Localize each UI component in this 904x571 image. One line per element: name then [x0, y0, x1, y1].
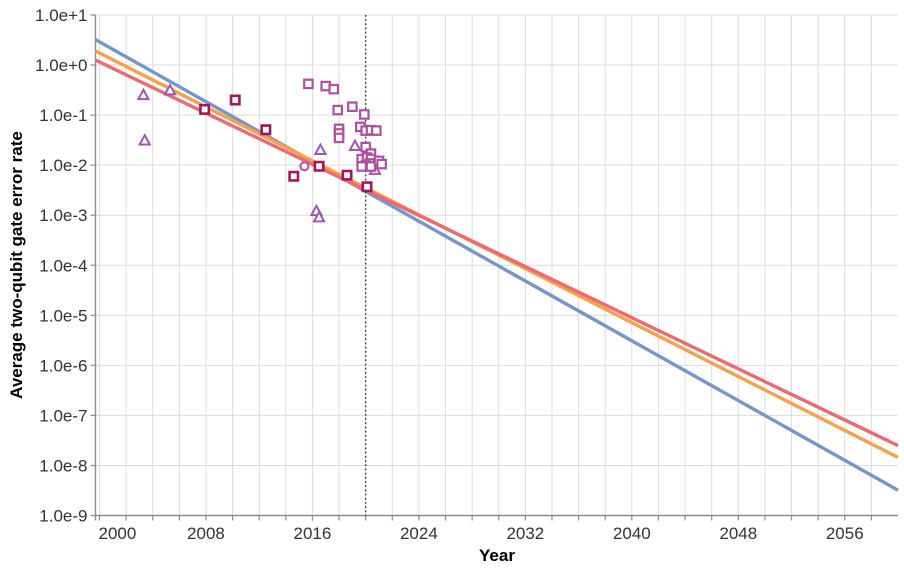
scatter-point-square-markers-dark — [313, 160, 325, 172]
y-tick-label: 1.0e-6 — [39, 356, 87, 375]
scatter-point-triangle-markers — [312, 210, 326, 223]
y-tick-label: 1.0e-5 — [39, 306, 87, 325]
scatter-point-square-markers-light — [365, 161, 377, 172]
scatter-point-square-markers-dark — [229, 94, 241, 106]
scatter-point-square-markers-dark — [199, 103, 211, 115]
y-tick-label: 1.0e-7 — [39, 406, 87, 425]
scatter-point-triangle-markers — [348, 138, 362, 152]
y-tick-label: 1.0e+0 — [35, 56, 87, 75]
scatter-point-square-markers-light — [360, 141, 371, 153]
scatter-point-square-markers-light — [347, 101, 358, 113]
y-tick-label: 1.0e-2 — [39, 156, 87, 175]
scatter-point-square-markers-light — [371, 125, 382, 136]
x-tick-label: 2008 — [187, 524, 225, 543]
scatter-point-square-markers-light — [328, 83, 340, 95]
scatter-point-triangle-markers — [136, 87, 151, 101]
trend-line-red — [94, 58, 899, 448]
scatter-point-square-markers-dark — [361, 181, 373, 193]
x-tick-label: 2056 — [826, 524, 864, 543]
scatter-point-triangle-markers — [137, 133, 152, 146]
x-tick-label: 2016 — [294, 524, 332, 543]
y-tick-label: 1.0e-1 — [39, 106, 87, 125]
x-tick-label: 2024 — [400, 524, 438, 543]
scatter-point-square-markers-light — [332, 104, 344, 116]
scatter-point-square-markers-dark — [341, 169, 353, 181]
scatter-point-square-markers-light — [356, 161, 367, 172]
scatter-point-square-markers-dark — [260, 124, 272, 136]
y-tick-label: 1.0e-8 — [39, 456, 87, 475]
scatter-point-square-markers-light — [376, 158, 387, 170]
x-tick-label: 2032 — [506, 524, 544, 543]
scatter-point-square-markers-light — [333, 132, 345, 144]
y-axis-title: Average two-qubit gate error rate — [7, 131, 26, 399]
trend-line-blue — [94, 38, 899, 492]
y-tick-label: 1.0e-9 — [39, 507, 87, 526]
x-tick-label: 2048 — [719, 524, 757, 543]
scatter-point-triangle-markers — [313, 142, 328, 155]
scatter-point-square-markers-dark — [288, 170, 300, 182]
scatter-point-circle-markers — [299, 161, 310, 172]
scatter-point-square-markers-light — [359, 109, 370, 120]
x-axis-title: Year — [479, 546, 515, 565]
scatter-point-square-markers-light — [303, 78, 314, 90]
y-tick-label: 1.0e-4 — [39, 256, 87, 275]
y-tick-label: 1.0e-3 — [39, 206, 87, 225]
x-tick-label: 2040 — [613, 524, 651, 543]
x-tick-label: 2000 — [98, 524, 136, 543]
scatter-point-triangle-markers — [163, 83, 177, 96]
y-tick-label: 1.0e+1 — [35, 6, 87, 25]
